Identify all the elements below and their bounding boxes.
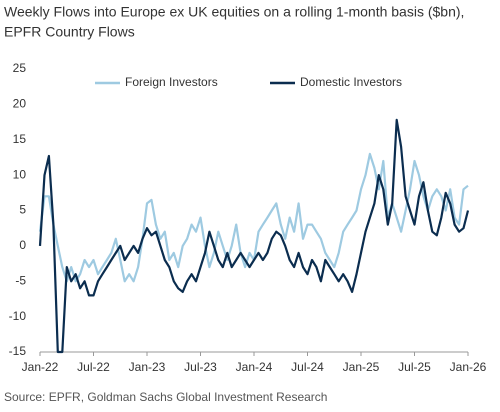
chart-title: Weekly Flows into Europe ex UK equities … [4, 4, 464, 20]
chart-title: EPFR Country Flows [4, 24, 135, 40]
y-tick-label: 20 [13, 97, 27, 111]
x-tick-label: Jul-22 [77, 360, 110, 374]
legend-label: Domestic Investors [300, 75, 402, 89]
y-tick-label: -5 [15, 273, 26, 287]
y-tick-label: 15 [13, 132, 27, 146]
x-tick-label: Jul-25 [398, 360, 431, 374]
x-tick-label: Jan-24 [236, 360, 273, 374]
series-line [38, 118, 470, 354]
y-tick-label: -15 [9, 344, 27, 358]
x-tick-label: Jul-23 [184, 360, 217, 374]
legend-label: Foreign Investors [125, 75, 218, 89]
x-tick-label: Jan-23 [129, 360, 166, 374]
x-tick-label: Jan-22 [22, 360, 59, 374]
x-tick-label: Jul-24 [291, 360, 324, 374]
y-tick-label: 25 [13, 61, 27, 75]
y-tick-label: 0 [19, 238, 26, 252]
y-tick-label: 10 [13, 167, 27, 181]
y-tick-label: -10 [9, 309, 27, 323]
x-tick-label: Jan-26 [450, 360, 487, 374]
x-tick-label: Jan-25 [343, 360, 380, 374]
y-tick-label: 5 [19, 203, 26, 217]
source-note: Source: EPFR, Goldman Sachs Global Inves… [4, 390, 327, 404]
